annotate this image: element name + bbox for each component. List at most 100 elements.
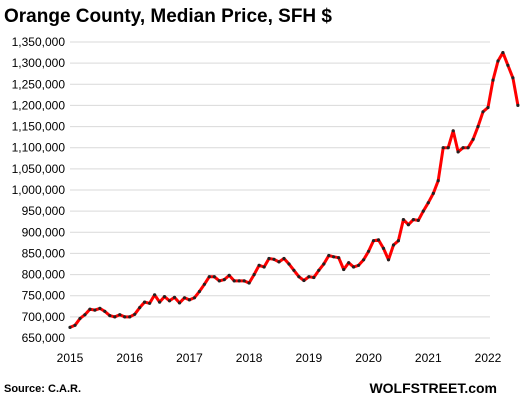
data-point [456,150,460,154]
y-tick-label: 1,100,000 [12,141,66,155]
data-point [511,76,515,80]
data-point [357,263,361,267]
y-tick-label: 750,000 [22,289,66,303]
data-point [391,243,396,247]
source-note: Source: C.A.R. [4,383,81,395]
data-point [436,179,440,183]
data-point [217,279,221,283]
data-point [123,315,127,319]
data-point [113,315,117,319]
data-point [416,218,420,222]
data-point [371,239,376,243]
y-axis-ticks: 650,000 700,000 750,000 800,000 850,000 900,0… [12,35,66,345]
data-point [376,238,381,242]
data-point [352,265,356,269]
data-point [267,256,271,261]
data-point [332,255,336,259]
x-tick-label: 2022 [475,351,502,365]
y-tick-label: 850,000 [22,246,66,260]
y-tick-label: 650,000 [22,331,66,345]
data-point [197,289,201,294]
data-point [426,201,430,205]
data-point [128,315,132,319]
data-point [247,281,251,285]
data-point [73,323,77,327]
data-point [257,263,261,267]
data-point [381,246,386,250]
data-point [167,299,172,303]
data-point [496,59,500,63]
data-point [506,63,510,67]
y-tick-label: 950,000 [22,204,66,218]
y-tick-label: 1,000,000 [12,183,66,197]
data-point [327,253,331,258]
data-point [68,325,72,329]
data-point [192,296,196,300]
data-point [212,275,216,279]
y-tick-label: 1,350,000 [12,35,66,49]
x-tick-label: 2017 [176,351,203,365]
data-point [242,279,246,283]
chart-title: Orange County, Median Price, SFH $ [4,6,332,27]
data-point [78,316,82,321]
data-point [237,279,241,283]
data-point [162,295,167,299]
y-tick-label: 900,000 [22,225,66,239]
brand-label: WOLFSTREET.com [369,380,497,396]
data-point [466,146,470,150]
data-point [153,293,157,297]
y-tick-label: 1,050,000 [12,162,66,176]
data-point [401,218,405,222]
x-tick-label: 2018 [236,351,263,365]
data-point [302,278,306,283]
series-median-price [68,51,520,329]
data-point [282,256,286,261]
data-point [118,313,122,317]
data-point [411,218,415,222]
data-point [476,125,480,129]
data-point [481,110,485,114]
data-point [406,223,410,227]
x-tick-label: 2015 [57,351,84,365]
data-point [172,295,177,299]
data-point [451,129,455,133]
y-tick-label: 1,300,000 [12,56,66,70]
data-point [182,296,187,300]
data-point [232,279,236,283]
data-point [317,268,321,272]
data-point [471,137,475,141]
data-point [108,314,112,318]
data-point [88,307,92,311]
data-point [187,298,191,302]
data-point [347,261,351,265]
x-tick-label: 2016 [116,351,143,365]
data-point [322,262,326,266]
data-point [367,249,371,253]
gridlines [70,41,490,339]
data-point [222,278,226,282]
data-point [227,273,231,277]
data-point [396,239,400,243]
data-point [252,273,256,277]
y-tick-label: 1,250,000 [12,77,66,91]
data-point [362,258,366,262]
data-point [272,257,276,261]
data-point [491,78,495,82]
data-point [177,301,182,305]
data-point [312,275,316,280]
data-point [103,309,107,313]
x-tick-label: 2020 [355,351,382,365]
data-point [202,282,206,286]
x-axis-ticks: 2015 2016 2017 2018 2019 2020 2021 2022 [57,351,502,365]
data-point [277,260,281,264]
y-tick-label: 700,000 [22,310,66,324]
data-point [297,275,301,279]
data-point [307,275,311,279]
data-point [262,265,266,269]
data-point [431,191,435,195]
data-point [342,267,346,272]
data-point [446,146,450,150]
data-point [386,258,391,262]
data-point [138,306,142,310]
